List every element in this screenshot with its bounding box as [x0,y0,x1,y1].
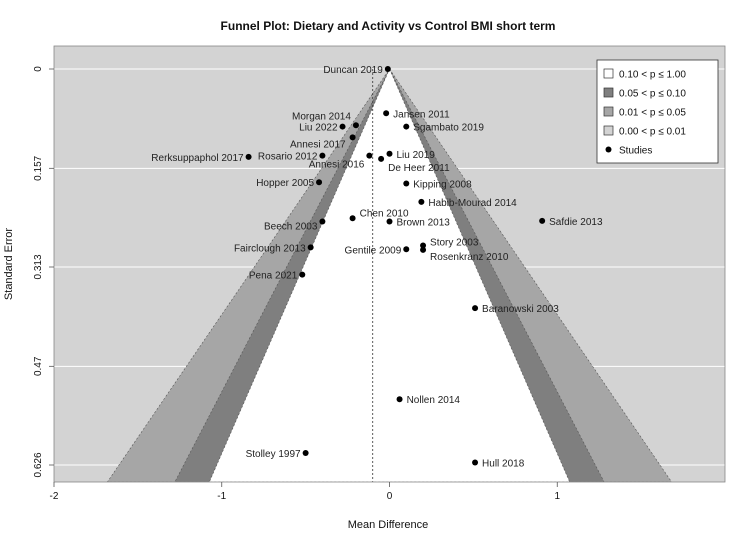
study-label: Beech 2003 [264,221,318,232]
study-label: Morgan 2014 [292,111,351,122]
legend-box [596,59,719,164]
study-point [349,134,356,141]
x-axis-title: Mean Difference [348,519,429,531]
study-label: Rosario 2012 [258,152,318,163]
y-tick-label: 0.626 [33,452,44,477]
study-point [472,459,479,466]
study-point [396,396,403,403]
x-tick-label: 0 [387,491,393,502]
legend-label: 0.01 < p ≤ 0.05 [619,108,686,119]
study-point [366,152,373,159]
legend-label: 0.10 < p ≤ 1.00 [619,70,686,81]
study-point [319,218,326,225]
study-label: Brown 2013 [397,217,451,228]
y-tick-label: 0 [33,66,44,72]
study-point [339,123,346,130]
legend-label: 0.05 < p ≤ 0.10 [619,89,686,100]
study-point [349,215,356,222]
y-axis-title: Standard Error [3,228,15,300]
study-label: Liu 2022 [299,123,338,134]
study-label: Story 2003 [430,237,479,248]
study-label: Baranowski 2003 [482,304,559,315]
study-point [403,123,410,130]
legend-swatch [603,106,614,117]
study-label: Hopper 2005 [256,178,314,189]
study-point [352,122,359,129]
study-point [302,449,309,456]
legend-swatch [603,125,614,136]
study-label: Fairclough 2013 [234,243,306,254]
study-label: Gentile 2009 [345,245,402,256]
study-point [307,244,314,251]
study-point [316,179,323,186]
study-point [319,152,326,159]
study-label: Pena 2021 [249,271,298,282]
legend-study-marker [605,146,612,153]
x-tick-label: -2 [50,491,59,502]
study-point [245,153,252,160]
study-point [403,246,410,253]
study-point [472,305,479,312]
y-tick-label: 0.313 [33,254,44,279]
study-point [386,150,393,157]
study-point [384,66,391,72]
study-point [383,110,390,117]
study-point [299,271,306,278]
study-label: Habib-Mourad 2014 [428,198,517,209]
x-tick-label: 1 [554,491,560,502]
study-label: Nollen 2014 [407,395,461,406]
study-point [539,217,546,224]
study-label: Kipping 2008 [413,179,472,190]
legend-swatch [603,87,614,98]
study-label: Annesi 2017 [290,139,346,150]
y-tick-label: 0.47 [33,356,44,376]
study-label: Duncan 2019 [323,65,383,76]
study-label: Rerksuppaphol 2017 [151,153,244,164]
study-point [386,218,393,225]
study-label: Chen 2010 [360,208,409,219]
chart-title: Funnel Plot: Dietary and Activity vs Con… [221,19,556,33]
study-label: Sgambato 2019 [413,123,484,134]
study-label: Liu 2019 [397,150,436,161]
y-tick-label: 0.157 [33,155,44,180]
study-label: Safdie 2013 [549,217,603,228]
study-label: Stolley 1997 [246,449,301,460]
study-label: Rosenkranz 2010 [430,252,509,263]
legend: 0.10 < p ≤ 1.00 0.05 < p ≤ 0.10 0.01 < p ≤… [596,59,719,164]
study-label: Jansen 2011 [393,109,450,120]
study-point [418,198,425,205]
legend-label: 0.00 < p ≤ 0.01 [619,127,686,138]
legend-swatch [603,68,614,79]
study-label: Annesi 2016 [309,160,365,171]
study-point [403,180,410,187]
study-point [420,246,427,253]
study-point [420,242,427,249]
study-point [378,155,385,162]
study-label: De Heer 2011 [388,163,450,174]
x-tick-label: -1 [217,491,226,502]
legend-label-studies: Studies [619,146,652,157]
study-label: Hull 2018 [482,458,525,469]
